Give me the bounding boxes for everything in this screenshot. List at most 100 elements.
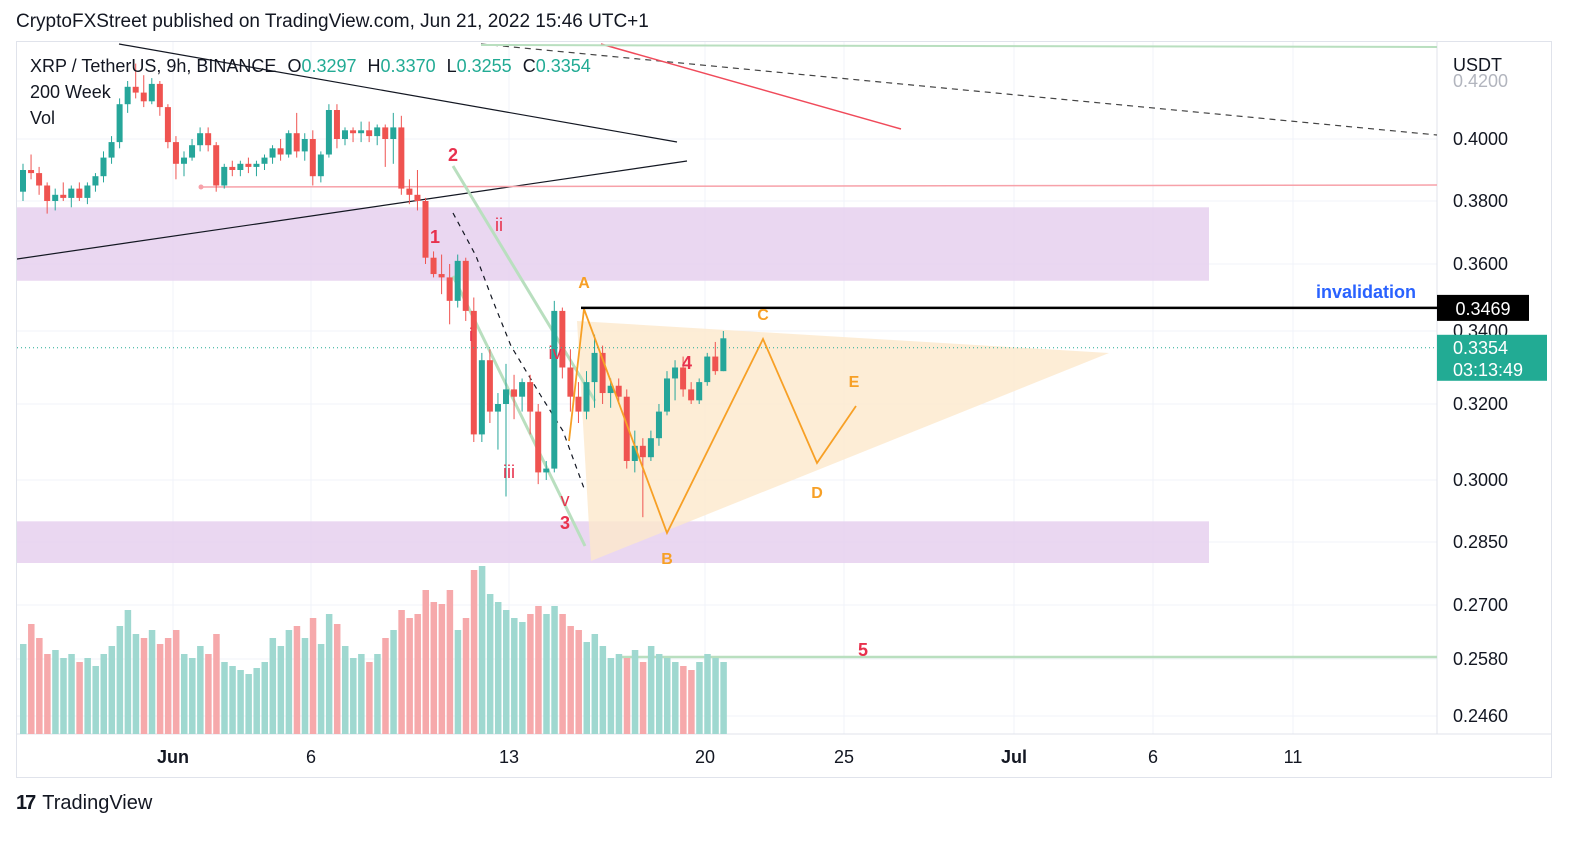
volume-bar <box>527 614 534 734</box>
resistance-anchor-dot <box>198 184 204 190</box>
candle-body <box>60 194 67 198</box>
volume-bar <box>44 654 51 734</box>
time-axis-tick: 25 <box>834 747 854 767</box>
candle-body <box>430 257 437 275</box>
volume-bar <box>164 638 172 734</box>
volume-bar <box>551 606 558 734</box>
volume-bar <box>631 650 639 734</box>
candle-body <box>140 92 147 102</box>
volume-bar <box>221 662 228 734</box>
wave-label-orange: D <box>811 485 823 502</box>
candle-body <box>655 411 662 439</box>
candle-body <box>543 468 550 473</box>
close-value: 0.3354 <box>535 56 591 76</box>
candle-body <box>237 163 244 170</box>
last-price-label: 0.3354 <box>1453 338 1508 358</box>
candle-body <box>20 170 26 192</box>
wave-label-red: i <box>469 325 473 345</box>
time-axis-tick: 6 <box>1148 747 1158 767</box>
candle-body <box>44 185 51 201</box>
volume-bar <box>607 658 615 734</box>
candle-body <box>454 260 461 301</box>
candle-body <box>623 396 630 461</box>
candle-body <box>325 110 332 155</box>
candle-body <box>28 170 35 174</box>
wave-projection-dashed <box>452 212 586 492</box>
candle-body <box>333 110 340 139</box>
candle-body <box>269 148 276 158</box>
volume-bar <box>462 618 470 734</box>
volume-bar <box>599 646 607 734</box>
volume-bar <box>655 654 663 734</box>
countdown-label: 03:13:49 <box>1453 360 1523 380</box>
candle-body <box>285 133 292 155</box>
candle-body <box>511 389 518 397</box>
candle-body <box>599 352 606 394</box>
candle-body <box>221 166 228 186</box>
volume-bar <box>688 670 695 734</box>
candle-body <box>639 445 646 458</box>
wave-label-orange: C <box>757 307 769 324</box>
candle-body <box>197 133 204 146</box>
volume-bar <box>486 594 494 734</box>
volume-bar <box>108 646 116 734</box>
candle-body <box>213 145 220 186</box>
volume-bar <box>366 662 373 734</box>
candle-body <box>406 188 413 195</box>
volume-bar <box>261 662 268 734</box>
candle-body <box>470 310 477 435</box>
brand-name: TradingView <box>42 792 153 814</box>
candle-body <box>720 338 727 372</box>
volume-bar <box>704 654 711 734</box>
volume-bar <box>358 654 365 734</box>
price-axis-currency: USDT <box>1453 55 1502 75</box>
candle-body <box>390 127 397 139</box>
time-axis-tick: 20 <box>695 747 715 767</box>
candle-body <box>382 127 389 139</box>
candle-body <box>132 86 139 93</box>
candle-body <box>350 130 357 134</box>
volume-bar <box>438 604 446 734</box>
last-price-box <box>1437 334 1547 381</box>
candle-body <box>172 142 179 164</box>
symbol-legend: XRP / TetherUS, 9h, BINANCE O0.3297 H0.3… <box>30 56 591 77</box>
high-value: 0.3370 <box>380 56 436 76</box>
volume-bar <box>664 658 671 734</box>
candle-body <box>309 139 316 177</box>
candle-body <box>494 404 501 412</box>
candle-body <box>261 157 268 164</box>
invalidation-price-label: 0.3469 <box>1455 299 1510 319</box>
volume-bar <box>470 570 478 734</box>
volume-bar <box>591 634 599 734</box>
abcde-wave-path <box>583 308 857 536</box>
volume-bar <box>84 658 91 734</box>
candle-body <box>559 310 566 368</box>
volume-bar <box>478 566 486 734</box>
tradingview-footer[interactable]: 17 TradingView <box>16 792 152 815</box>
volume-indicator-label[interactable]: Vol <box>30 108 56 128</box>
volume-bar <box>148 630 156 734</box>
candle-body <box>438 274 445 278</box>
wave-a-leg <box>568 308 585 442</box>
time-axis-tick: 11 <box>1284 747 1303 767</box>
candle-body <box>229 166 236 170</box>
volume-bar <box>567 626 574 734</box>
chart-panel[interactable]: invalidation 2 1 ii i iv 4 iii v 3 5 A C E D B USDT 0.420… <box>16 41 1552 778</box>
wave-label-orange: E <box>849 374 860 391</box>
candle-body <box>164 107 171 143</box>
volume-bar <box>615 654 623 734</box>
volume-bar <box>543 614 550 734</box>
ma-indicator-label[interactable]: 200 Week <box>30 82 111 102</box>
wave-label-red: 4 <box>682 353 692 373</box>
price-axis-tick: 0.2850 <box>1453 532 1508 552</box>
volume-bar <box>245 674 252 734</box>
time-axis-tick: Jun <box>157 747 189 767</box>
invalidation-label: invalidation <box>1316 282 1416 302</box>
candle-body <box>519 382 526 397</box>
demand-zone-0 <box>17 207 1209 281</box>
candle-body <box>414 194 421 201</box>
candle-body <box>567 367 574 397</box>
candle-body <box>583 382 590 412</box>
volume-bar <box>712 658 719 734</box>
